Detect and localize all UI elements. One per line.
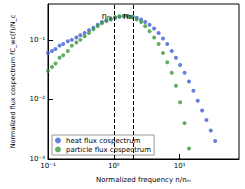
svg-text:10¹: 10¹ (174, 162, 186, 170)
svg-text:Normalized frequency n/nₘ: Normalized frequency n/nₘ (96, 176, 191, 184)
svg-text:10⁰: 10⁰ (108, 162, 120, 170)
svg-text:Normalized flux cospectrum fC_: Normalized flux cospectrum fC_wc(f)/N_c (9, 14, 17, 148)
svg-text:10⁻²: 10⁻² (30, 95, 46, 103)
svg-text:n₂: n₂ (123, 12, 131, 21)
svg-text:10⁻³: 10⁻³ (29, 155, 45, 163)
svg-text:particle flux cospectrum: particle flux cospectrum (66, 146, 151, 154)
svg-text:10⁻¹: 10⁻¹ (30, 36, 46, 44)
svg-text:heat flux cospectrum: heat flux cospectrum (66, 137, 141, 145)
svg-text:nₘ: nₘ (102, 12, 112, 21)
svg-text:10⁻¹: 10⁻¹ (40, 162, 56, 170)
